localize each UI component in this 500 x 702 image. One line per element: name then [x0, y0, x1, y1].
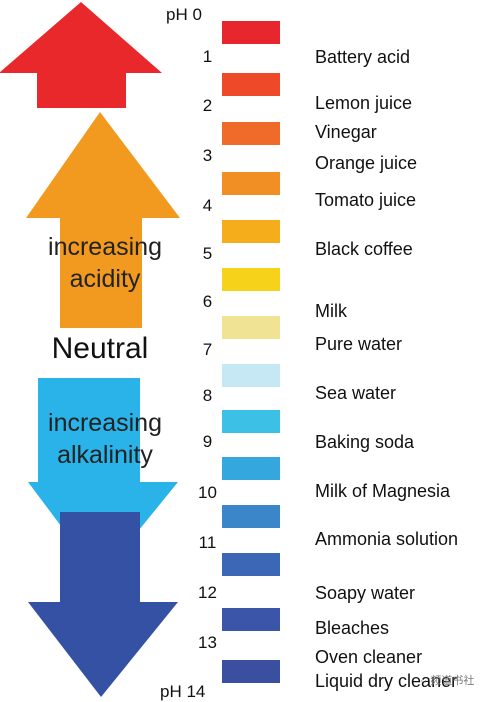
ph-value-label: 12	[198, 583, 217, 602]
ph-color-bar	[222, 364, 280, 387]
ph-color-bar	[222, 268, 280, 291]
substance-label: Bleaches	[315, 618, 390, 638]
substance-label: Pure water	[315, 334, 403, 354]
acidity-label-line2: acidity	[69, 265, 141, 293]
acidity-arrow-front	[26, 112, 180, 328]
substance-label: Sea water	[315, 383, 397, 403]
substance-label: Baking soda	[315, 432, 415, 452]
ph-color-bar	[222, 410, 280, 433]
ph-value-label: 11	[198, 533, 217, 552]
neutral-label: Neutral	[51, 332, 149, 365]
alkalinity-label-line2: alkalinity	[57, 441, 153, 469]
ph-scale-header: pH 0	[166, 5, 202, 24]
alkalinity-label-line1: increasing	[48, 409, 162, 437]
ph-value-label: 8	[202, 386, 213, 405]
ph-color-bar	[222, 21, 280, 44]
ph-color-bar	[222, 553, 280, 576]
watermark: ·· 频道书社	[420, 675, 475, 687]
substance-label: Milk	[315, 301, 347, 321]
ph-color-bar	[222, 608, 280, 631]
ph-color-bar	[222, 73, 280, 96]
alkalinity-arrow-front	[28, 512, 178, 697]
ph-value-label: 7	[202, 340, 213, 359]
substance-label: Liquid dry cleaner	[315, 671, 458, 691]
ph-color-bar	[222, 220, 280, 243]
ph-value-label: 10	[198, 483, 217, 502]
substance-label: Tomato juice	[315, 190, 417, 210]
ph-scale-footer: pH 14	[160, 682, 206, 701]
substance-label: Orange juice	[315, 153, 418, 173]
ph-value-label: 9	[202, 432, 213, 451]
ph-value-label: 1	[202, 47, 213, 66]
ph-value-label: 3	[202, 146, 213, 165]
substance-label: Black coffee	[315, 239, 413, 259]
acidity-arrow-back	[0, 2, 162, 108]
substance-label: Oven cleaner	[315, 647, 423, 667]
ph-value-label: 5	[202, 244, 213, 263]
substance-label: Milk of Magnesia	[315, 481, 451, 501]
substance-label: Lemon juice	[315, 93, 413, 113]
ph-color-bar	[222, 122, 280, 145]
ph-color-bar	[222, 457, 280, 480]
ph-color-bar	[222, 316, 280, 339]
ph-value-label: 13	[198, 633, 217, 652]
substance-label: Ammonia solution	[315, 529, 459, 549]
substance-label: Soapy water	[315, 583, 416, 603]
ph-color-bar	[222, 505, 280, 528]
acidity-label-line1: increasing	[48, 233, 162, 261]
substance-label: Battery acid	[315, 47, 411, 67]
ph-color-bar	[222, 660, 280, 683]
ph-value-label: 6	[202, 292, 213, 311]
ph-color-bar	[222, 172, 280, 195]
ph-value-label: 2	[202, 96, 213, 115]
ph-value-label: 4	[202, 196, 213, 215]
substance-label: Vinegar	[315, 122, 377, 142]
